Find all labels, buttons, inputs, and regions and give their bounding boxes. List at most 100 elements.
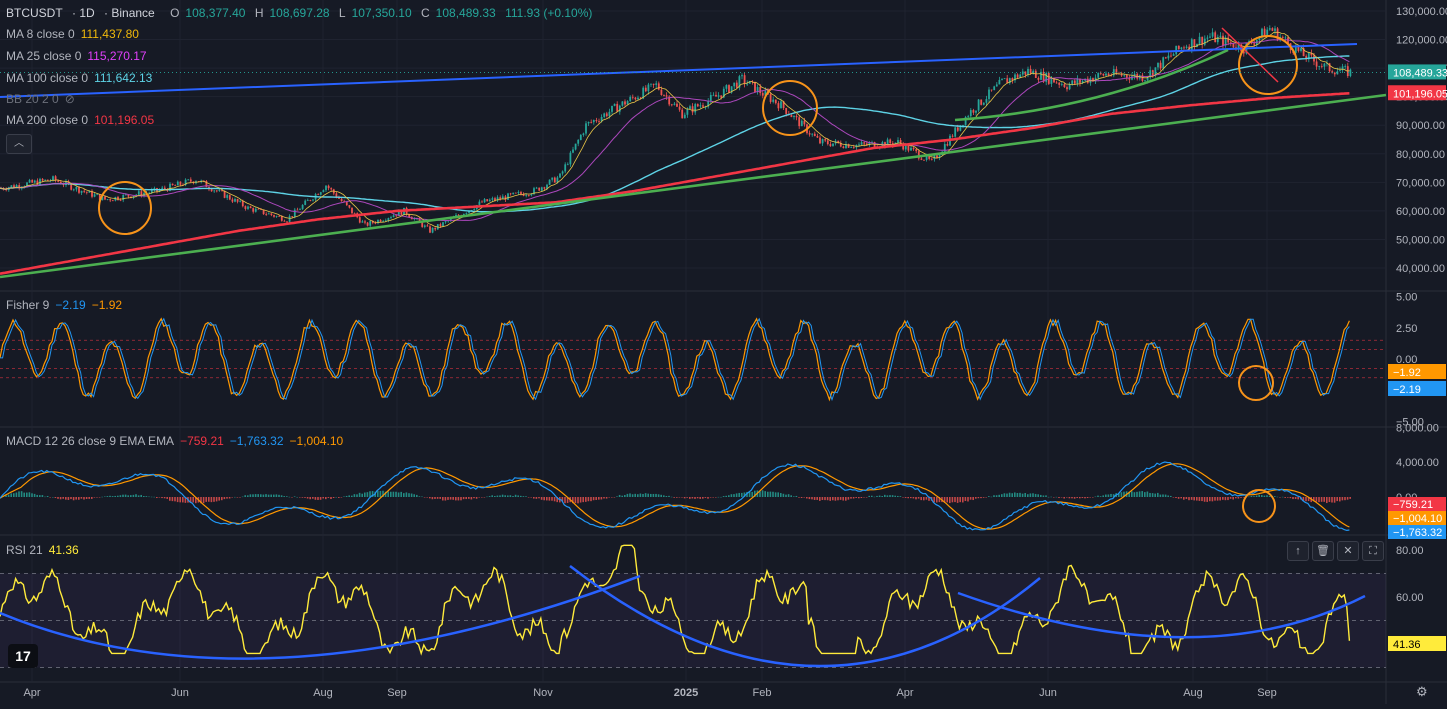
macd-hist-bar [1157,492,1159,497]
candle-body [322,190,325,193]
ma100-legend[interactable]: MA 100 close 0 111,642.13 [6,71,153,85]
candle-body [735,82,738,88]
macd-hist-bar [52,496,54,498]
macd-hist-bar [504,495,506,497]
candle-body [124,194,127,196]
candle-body [231,199,234,202]
candle-body [286,221,288,223]
macd-hist-bar [447,497,449,500]
maximize-icon[interactable]: ⛶ [1362,541,1384,561]
macd-hist-bar [228,497,231,499]
ma100-line [0,55,1350,213]
close-icon[interactable]: ✕ [1337,541,1359,561]
candle-body [96,194,99,196]
candle-body [345,202,348,206]
candle-body [912,147,915,150]
last-price-tag-bg [1388,64,1446,80]
candle-body [761,93,764,96]
candle-body [886,139,889,147]
price-axis-label: 130,000.00 [1396,6,1447,18]
ma200-legend[interactable]: MA 200 close 0 101,196.05 [6,113,155,127]
candle-body [644,87,647,92]
candle-body [249,206,252,209]
macd-hist-bar [904,497,907,498]
macd-hist-bar [400,491,402,497]
bb-legend[interactable]: BB 20 2 0 ⊘ [6,92,75,106]
candle-body [590,121,593,123]
macd-hist-bar [907,497,909,499]
macd-hist-bar [1175,497,1177,499]
macd-hist-bar [249,494,252,497]
macd-hist-bar [1131,491,1133,497]
candle-body [408,214,411,218]
macd-hist-bar [1250,495,1253,497]
ma25-legend[interactable]: MA 25 close 0 115,270.17 [6,49,147,63]
macd-hist-bar [917,497,920,499]
candle-body [564,164,567,172]
gear-icon[interactable]: ⚙ [1416,684,1428,699]
candle-body [150,189,153,193]
candle-body [842,146,845,149]
ma25-line [0,39,1350,221]
macd-hist-bar [1118,493,1120,497]
candle-body [678,106,681,110]
candle-body [1227,37,1230,43]
price-axis-label: 90,000.00 [1396,120,1445,132]
time-axis-label: Jun [171,687,189,699]
highlight-circle [1238,35,1298,95]
candle-body [759,87,762,94]
candle-body [239,200,242,202]
macd-legend[interactable]: MACD 12 26 close 9 EMA EMA −759.21 −1,763.… [6,434,344,448]
candles-group [0,25,1352,234]
candle-body [491,198,494,200]
delete-icon[interactable]: 🗑 [1312,541,1334,561]
macd-hist-bar [1144,492,1146,497]
candle-body [1042,71,1045,82]
candle-body [899,140,902,145]
macd-hist-bar [241,496,244,498]
candle-body [273,215,275,217]
macd-hist-bar [221,497,223,501]
rsi-legend[interactable]: RSI 21 41.36 [6,543,79,557]
macd-hist-bar [1138,491,1141,497]
candle-body [1315,61,1318,67]
macd-hist-bar [681,497,683,498]
collapse-legend-button[interactable]: ︿ [6,134,32,154]
macd-hist-bar [397,492,400,497]
candle-body [93,194,96,197]
candle-body [566,164,569,166]
candle-body [106,199,109,200]
macd-hist-bar [936,497,938,503]
candle-body [964,117,967,125]
macd-hist-bar [938,497,941,503]
hidden-eye-icon[interactable]: ⊘ [64,92,75,106]
macd-hist-bar [1248,496,1250,498]
macd-hist-bar [1183,497,1185,500]
ma8-legend[interactable]: MA 8 close 0 111,437.80 [6,27,139,41]
rsi-arc-line [957,591,1366,639]
candle-body [504,196,507,200]
ohlc-readout: O 108,377.40 H 108,697.28 L 107,350.10 C 108… [170,6,593,20]
candle-body [647,84,650,92]
candle-body [319,192,322,195]
candle-body [915,149,918,152]
move-up-icon[interactable]: ↑ [1287,541,1309,561]
macd-hist-bar [356,494,358,497]
macd-hist-bar [239,497,241,498]
candle-body [910,147,912,151]
candle-body [673,103,676,105]
fisher-legend[interactable]: Fisher 9 −2.19 −1.92 [6,298,123,312]
candle-body [652,83,655,85]
candle-body [213,190,216,192]
price-axis-label: 40,000.00 [1396,263,1445,275]
macd-hist-bar [80,497,83,499]
candle-body [369,221,372,226]
candle-body [712,94,715,96]
time-axis-label: Sep [1257,687,1277,699]
macd-hist-bar [408,493,410,497]
candle-body [717,95,720,97]
highlight-circle [1238,365,1274,401]
candle-body [1180,47,1183,50]
